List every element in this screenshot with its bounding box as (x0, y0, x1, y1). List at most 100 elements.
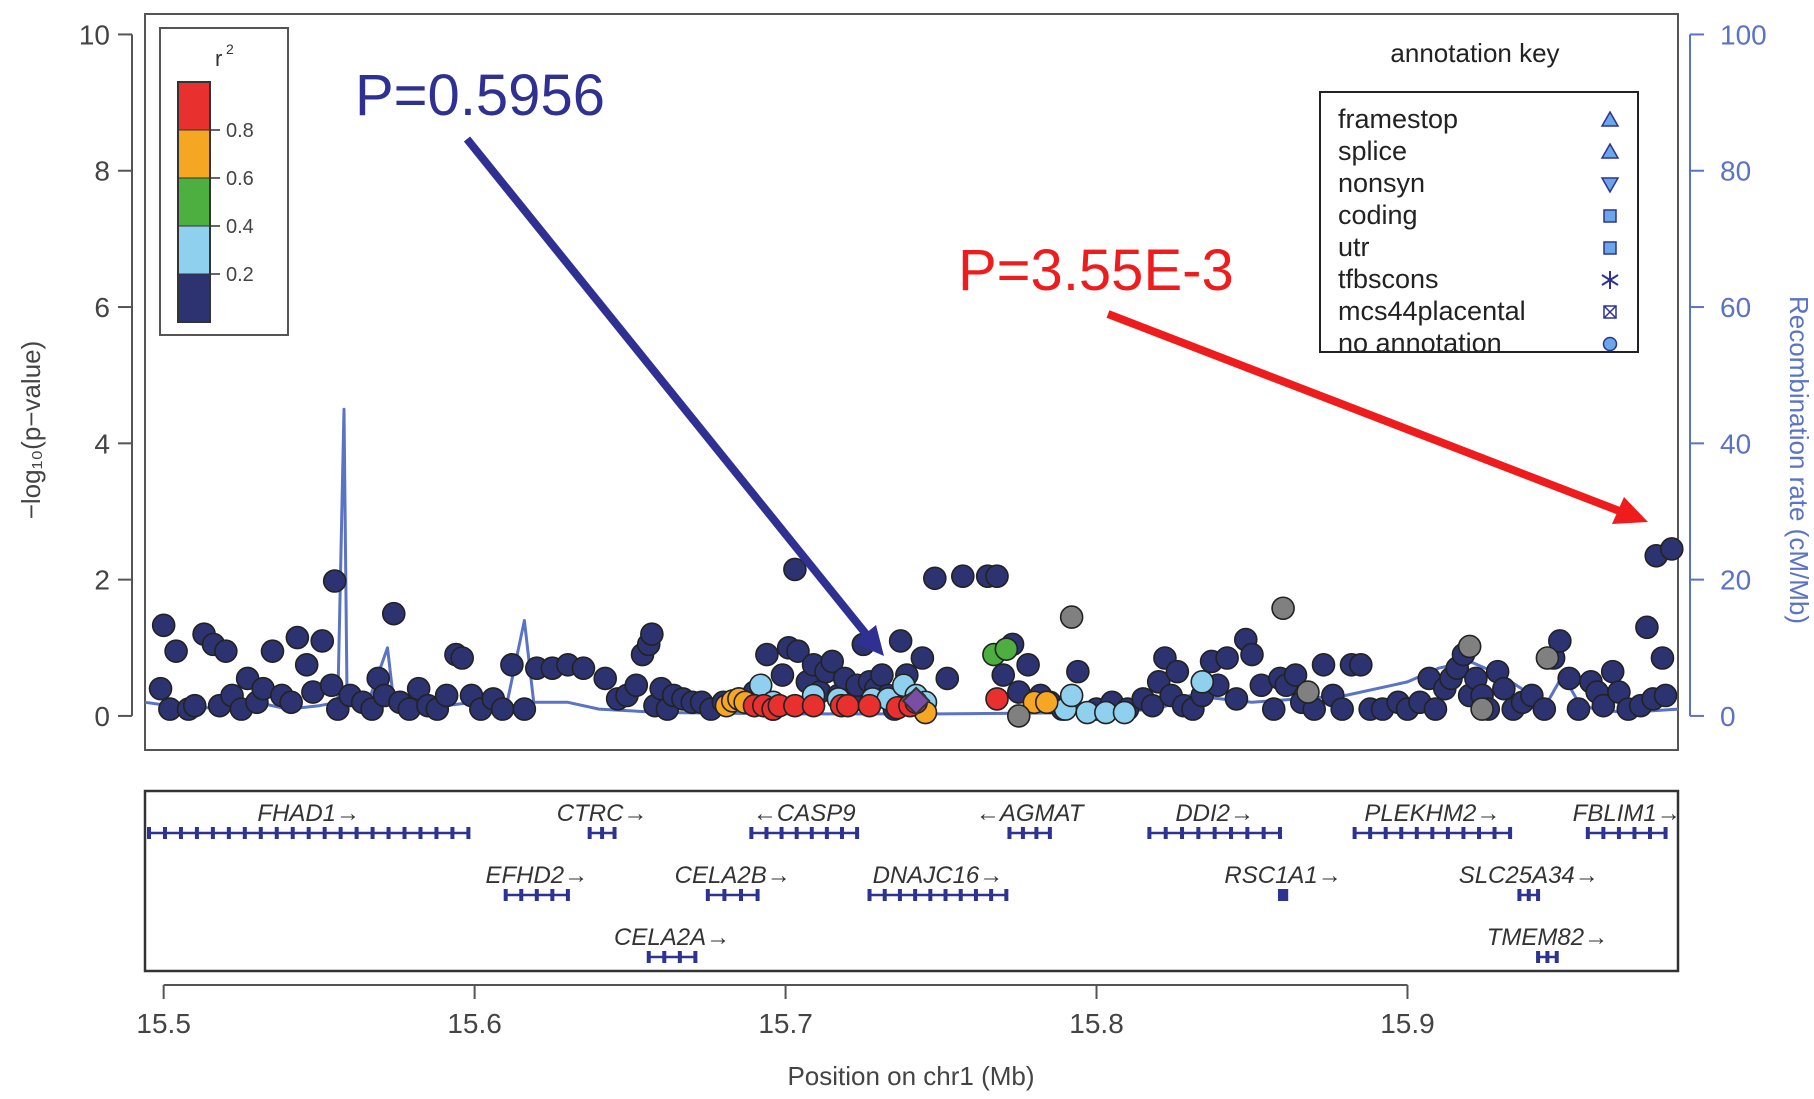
snp-point (1470, 697, 1494, 721)
snp-point (801, 693, 826, 718)
recombination-axis: 0 20 40 60 80 100 (1689, 19, 1767, 732)
snp-point (1532, 697, 1557, 721)
circle-icon (1602, 336, 1618, 352)
left-axis-tick-label: 8 (94, 156, 110, 187)
snp-point (994, 637, 1019, 661)
snp-point (500, 653, 524, 677)
snp-point (571, 656, 596, 681)
snp-point (1261, 697, 1286, 721)
gene-label: DDI2→ (1175, 800, 1254, 827)
x-axis-tick-label: 15.7 (758, 1008, 813, 1039)
callout-left-arrow-shaft (463, 136, 870, 637)
callout-right: P=3.55E-3 (958, 238, 1648, 524)
r2-legend-title: r (215, 46, 222, 71)
snp-point (319, 673, 344, 698)
snp-point (1311, 653, 1336, 677)
snp-point (1591, 693, 1616, 718)
snp-point (1548, 629, 1572, 653)
snp-point (1016, 653, 1040, 677)
snp-point (1066, 659, 1090, 684)
snp-points (148, 537, 1684, 728)
right-axis-tick-label: 0 (1720, 701, 1736, 732)
snp-point (1653, 683, 1678, 708)
snp-point (322, 569, 347, 593)
gene-ddi2: DDI2→ (1147, 800, 1282, 839)
snp-point (923, 566, 947, 591)
recombination-line (144, 407, 1679, 716)
gene-label: FHAD1→ (257, 800, 360, 827)
r2-legend: r 2 0.8 0.6 0.4 0.2 (159, 27, 289, 336)
left-axis-tick-label: 2 (94, 565, 110, 596)
snp-point (1423, 697, 1448, 721)
gene-casp9: ←CASP9 (749, 800, 860, 839)
snp-point (786, 639, 810, 663)
x-axis-tick-label: 15.6 (447, 1008, 502, 1039)
plot-frame (144, 13, 1679, 751)
annotation-key-label: coding (1338, 200, 1418, 230)
r2-legend-swatch (177, 129, 211, 179)
r2-legend-tick-label: 0.2 (226, 264, 254, 286)
snp-point (624, 673, 649, 698)
gene-label: TMEM82→ (1487, 924, 1608, 951)
snp-point (593, 666, 618, 691)
gene-dnajc16: DNAJC16→ (867, 862, 1009, 901)
triangle-down-icon (1600, 177, 1620, 194)
snp-point (182, 693, 207, 718)
snp-point (1557, 666, 1581, 691)
annotation-key-label: tfbscons (1338, 264, 1439, 294)
left-axis-tick-label: 6 (94, 292, 110, 323)
annotation-key-title: annotation key (1390, 38, 1559, 68)
snp-point (164, 639, 188, 663)
snp-point (1059, 605, 1084, 629)
gene-track-frame (143, 789, 1680, 973)
snp-point (148, 676, 173, 701)
snp-point (285, 625, 310, 650)
gene-fhad1: FHAD1→ (147, 800, 471, 839)
snp-point (1215, 646, 1239, 670)
gene-label: PLEKHM2→ (1364, 800, 1500, 827)
snp-point (214, 639, 238, 663)
right-axis-tick-label: 60 (1720, 292, 1751, 323)
callout-left-arrowhead-icon (854, 625, 884, 656)
snp-point (1566, 697, 1591, 721)
snp-point (450, 646, 474, 670)
gene-label: ←CASP9 (753, 800, 856, 827)
x-axis-tick-label: 15.9 (1380, 1008, 1435, 1039)
snp-point (1165, 659, 1190, 684)
snp-point (1190, 670, 1215, 694)
callout-right-arrow-shaft (1106, 310, 1624, 516)
snp-point (783, 557, 807, 582)
snp-point (310, 629, 335, 653)
snp-point (279, 690, 303, 715)
snp-point (640, 622, 664, 646)
snp-point (1659, 537, 1684, 561)
gene-tmem82: TMEM82→ (1487, 924, 1608, 963)
callout-right-arrowhead-icon (1612, 497, 1648, 524)
snp-point (1600, 659, 1625, 684)
annotation-key-label: splice (1338, 136, 1407, 166)
r2-legend-bar-outline (177, 81, 211, 323)
snp-point (434, 683, 459, 708)
gene-label: CELA2A→ (614, 924, 730, 951)
recombination-rate-line (144, 407, 1679, 716)
gene-ctrc: CTRC→ (557, 800, 647, 839)
x-axis-tick-label: 15.8 (1069, 1008, 1124, 1039)
annotation-key-label: utr (1338, 232, 1370, 262)
snp-point (1224, 687, 1249, 711)
snp-point (870, 663, 894, 687)
annotation-key-label: no annotation (1338, 328, 1502, 358)
gene-cela2b: CELA2B→ (675, 862, 791, 901)
snp-point (1140, 693, 1165, 718)
snp-point (935, 666, 960, 691)
gene-label: DNAJC16→ (873, 862, 1004, 889)
snp-point (985, 564, 1009, 589)
r2-legend-tick-label: 0.8 (226, 120, 254, 142)
gene-slc25a34: SLC25A34→ (1459, 862, 1599, 901)
crossed-square-icon (1603, 305, 1617, 319)
snp-point (1349, 653, 1373, 677)
square-icon (1603, 209, 1617, 223)
right-axis-label: Recombination rate (cM/Mb) (1784, 296, 1814, 624)
x-axis-tick-label: 15.5 (136, 1008, 191, 1039)
snp-point (835, 693, 860, 718)
annotation-key: annotation key framestopsplicenonsyncodi… (1319, 38, 1639, 358)
